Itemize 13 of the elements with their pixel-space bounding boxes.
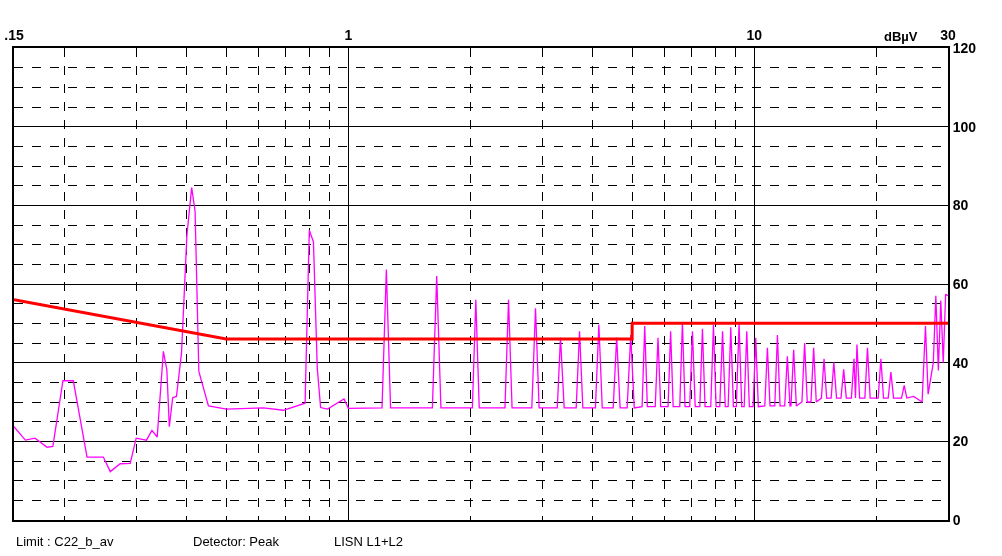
- text: LISN L1+L2: [334, 534, 404, 549]
- y-axis-title: dBµV: [884, 29, 918, 44]
- y-tick-label: 20: [952, 433, 969, 450]
- y-tick-label: 100: [952, 118, 977, 135]
- text: Limit : C22_b_av: [16, 534, 115, 549]
- x-tick-label: 1: [344, 27, 353, 44]
- x-tick-label: .15: [4, 27, 24, 44]
- text: Detector: Peak: [193, 534, 280, 549]
- x-tick-label: 10: [746, 27, 763, 44]
- y-tick-label: 60: [952, 275, 969, 292]
- y-tick-label: 40: [952, 354, 969, 371]
- y-tick-label: 0: [952, 511, 961, 528]
- y-tick-label: 80: [952, 197, 969, 214]
